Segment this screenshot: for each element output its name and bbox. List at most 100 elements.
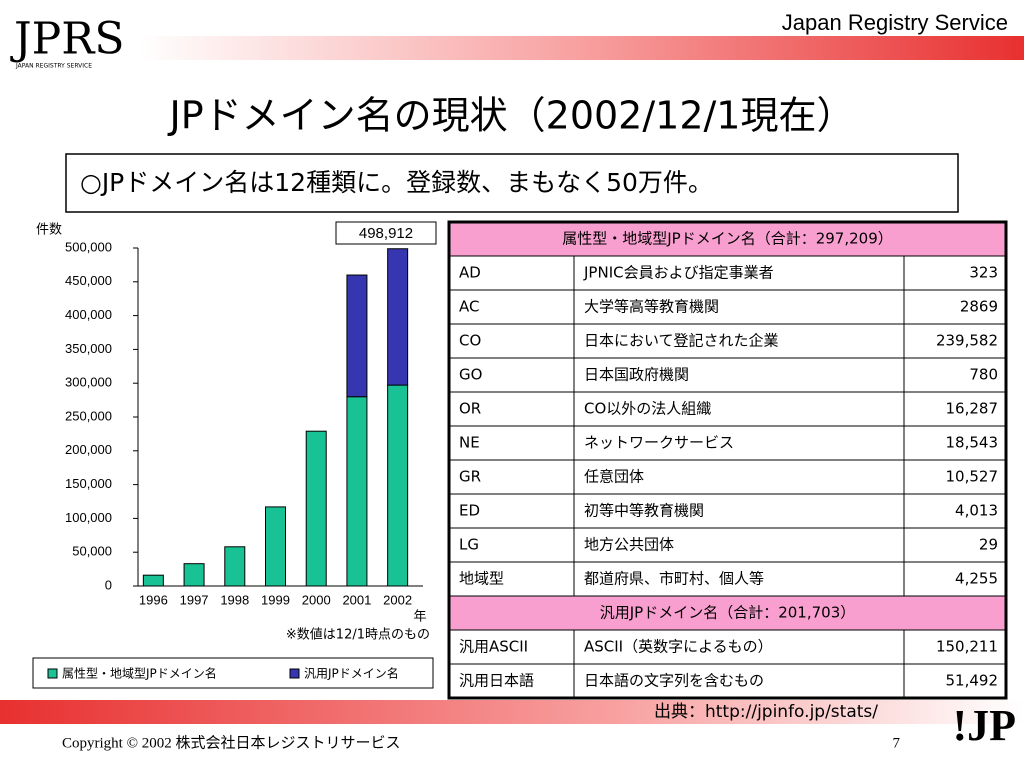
x-tick-label: 1996 — [139, 592, 168, 607]
table-cell — [573, 459, 905, 495]
table-cell — [903, 357, 1007, 393]
table-cell-text: 大学等高等教育機関 — [584, 298, 719, 316]
table-cell-text: ASCII（英数字によるもの） — [584, 638, 773, 656]
bar — [305, 430, 327, 587]
y-tick-label: 100,000 — [65, 510, 112, 525]
table-border — [447, 220, 1008, 700]
table-cell-text: ED — [459, 502, 480, 520]
table-cell-text: CO — [459, 332, 481, 350]
footer-logo: !JP — [952, 701, 1016, 750]
table-heading: 汎用JPドメイン名（合計：201,703） — [600, 604, 856, 622]
source: 出典：http://jpinfo.jp/stats/ — [654, 702, 878, 722]
table-cell-text: 239,582 — [936, 332, 998, 350]
table-cell — [903, 425, 1007, 461]
table-cell-text: 4,013 — [955, 502, 998, 520]
table-cell-text: 任意団体 — [584, 468, 644, 486]
table-cell — [903, 459, 1007, 495]
footer-band — [0, 700, 1024, 724]
x-tick-label: 1998 — [220, 592, 249, 607]
table-cell — [573, 289, 905, 325]
y-tick-label: 350,000 — [65, 341, 112, 356]
table-cell-text: ネットワークサービス — [584, 434, 734, 452]
table-cell — [903, 527, 1007, 563]
y-tick-label: 300,000 — [65, 375, 112, 390]
table-cell — [573, 323, 905, 359]
x-axis-label: 年 — [413, 610, 426, 625]
table-cell-text: 汎用ASCII — [459, 638, 528, 656]
y-axis-label: 件数 — [36, 223, 62, 238]
table-cell — [903, 323, 1007, 359]
bar — [142, 574, 164, 587]
table-cell — [448, 357, 575, 393]
y-tick-label: 0 — [105, 577, 112, 592]
brand: Japan Registry Service — [782, 10, 1008, 35]
logo-sub: JAPAN REGISTRY SERVICE — [15, 63, 92, 70]
table-cell-text: 日本語の文字列を含むもの — [584, 672, 764, 690]
logo: JPRS — [10, 14, 125, 65]
table-cell-text: 2869 — [960, 298, 998, 316]
table-heading: 属性型・地域型JPドメイン名（合計：297,209） — [562, 230, 893, 248]
table-cell-text: 150,211 — [936, 638, 998, 656]
table-cell-text: AD — [459, 264, 481, 282]
table-cell-text: 323 — [969, 264, 998, 282]
table-cell — [903, 255, 1007, 291]
table-cell-text: GR — [459, 468, 481, 486]
table-cell — [448, 629, 575, 665]
table-cell-text: CO以外の法人組織 — [584, 400, 711, 418]
slide-title: JPドメイン名の現状（2002/12/1現在） — [168, 94, 855, 138]
x-tick-label: 1999 — [261, 592, 290, 607]
table-cell-text: 18,543 — [946, 434, 999, 452]
table-cell — [573, 357, 905, 393]
legend-label: 属性型・地域型JPドメイン名 — [62, 666, 217, 681]
table-cell-text: 都道府県、市町村、個人等 — [584, 570, 764, 588]
table-cell — [448, 459, 575, 495]
table-cell-text: 地域型 — [459, 570, 504, 588]
legend-swatch — [289, 668, 300, 679]
table-cell-text: LG — [459, 536, 479, 554]
table-cell — [448, 391, 575, 427]
legend-swatch — [47, 668, 58, 679]
table-cell — [903, 561, 1007, 597]
x-tick-label: 2001 — [342, 592, 371, 607]
table-cell-text: 汎用日本語 — [459, 672, 534, 690]
table-cell-text: 日本国政府機関 — [584, 366, 689, 384]
summary: ○JPドメイン名は12種類に。登録数、まもなく50万件。 — [80, 168, 713, 197]
bar — [224, 546, 246, 587]
x-tick-label: 2002 — [383, 592, 412, 607]
y-tick-label: 400,000 — [65, 307, 112, 322]
header-band — [138, 36, 1024, 60]
y-tick-label: 450,000 — [65, 273, 112, 288]
bar — [346, 396, 368, 587]
note: ※数値は12/1時点のもの — [286, 627, 430, 643]
y-tick-label: 50,000 — [72, 544, 112, 559]
bar — [346, 274, 368, 398]
table-cell-text: 780 — [969, 366, 998, 384]
table-cell — [903, 391, 1007, 427]
table-cell — [573, 425, 905, 461]
table-cell-text: 29 — [979, 536, 998, 554]
bar — [387, 384, 409, 587]
table-cell-text: NE — [459, 434, 480, 452]
table-cell — [573, 527, 905, 563]
table-cell-text: 16,287 — [946, 400, 999, 418]
y-tick-label: 250,000 — [65, 408, 112, 423]
table-cell-text: 日本において登記された企業 — [584, 332, 779, 350]
y-tick-label: 150,000 — [65, 476, 112, 491]
x-tick-label: 1997 — [180, 592, 209, 607]
copyright: Copyright © 2002 株式会社日本レジストリサービス — [62, 734, 400, 751]
table-cell — [903, 493, 1007, 529]
legend-label: 汎用JPドメイン名 — [304, 666, 399, 681]
table-cell-text: 51,492 — [946, 672, 999, 690]
table-cell-text: OR — [459, 400, 481, 418]
y-tick-label: 500,000 — [65, 239, 112, 254]
table-cell — [448, 561, 575, 597]
table-cell-text: 初等中等教育機関 — [584, 502, 704, 520]
table-cell-text: 10,527 — [946, 468, 999, 486]
page-number: 7 — [893, 735, 901, 751]
table-heading-cell — [448, 221, 1007, 257]
table-cell — [573, 255, 905, 291]
table-cell-text: 4,255 — [955, 570, 998, 588]
table-cell-text: AC — [459, 298, 479, 316]
table-cell-text: JPNIC会員および指定事業者 — [583, 264, 774, 282]
